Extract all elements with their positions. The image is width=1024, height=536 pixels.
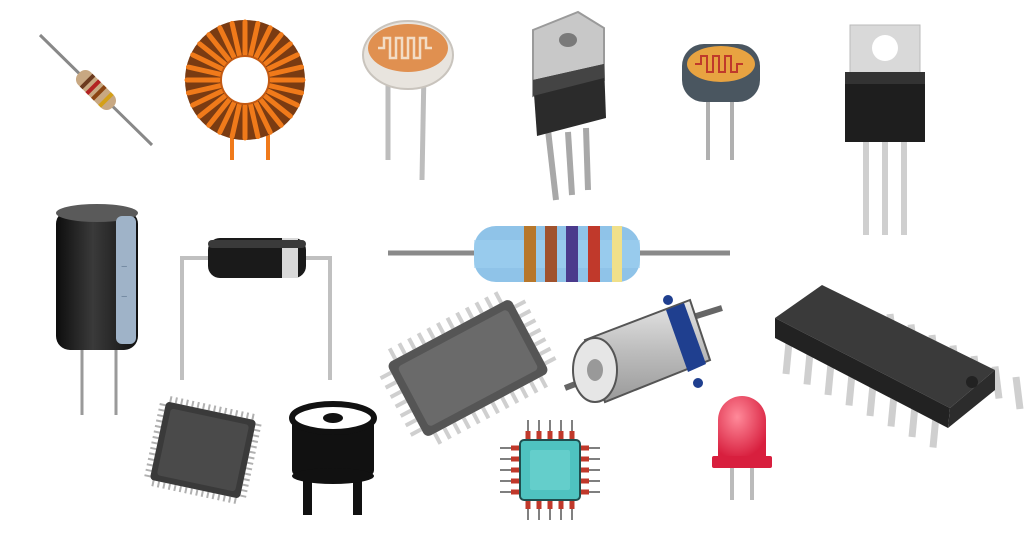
photoresistor-small: [682, 44, 760, 160]
qfp-chip-large: [379, 291, 557, 445]
photoresistor-large: [362, 20, 454, 181]
small-resistor: [38, 33, 154, 147]
large-resistor: [388, 226, 730, 282]
piezo-buzzer: [289, 401, 377, 515]
voltage-regulator-angled: [532, 10, 606, 201]
qfp-chip-small: [144, 396, 262, 504]
svg-text:−: −: [121, 291, 127, 303]
svg-text:−: −: [121, 261, 127, 273]
dc-motor: [563, 295, 723, 404]
dip-ic: [775, 285, 1024, 448]
power-transistor: [845, 24, 925, 235]
microchip-icon: [500, 420, 600, 520]
diode: [180, 238, 332, 380]
electrolytic-capacitor: − −: [56, 204, 138, 415]
red-led: [712, 396, 772, 500]
toroidal-inductor: [184, 19, 306, 160]
